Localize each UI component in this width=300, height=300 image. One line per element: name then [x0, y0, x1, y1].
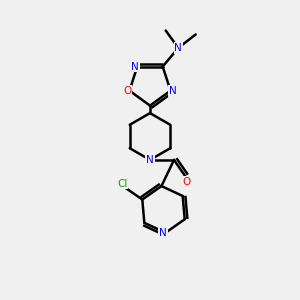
Text: N: N — [146, 155, 154, 165]
Text: N: N — [159, 228, 167, 238]
Text: Cl: Cl — [117, 178, 128, 189]
Text: N: N — [131, 61, 139, 71]
Text: O: O — [123, 86, 131, 96]
Text: N: N — [169, 86, 177, 96]
Text: N: N — [174, 43, 182, 53]
Text: O: O — [183, 177, 191, 187]
